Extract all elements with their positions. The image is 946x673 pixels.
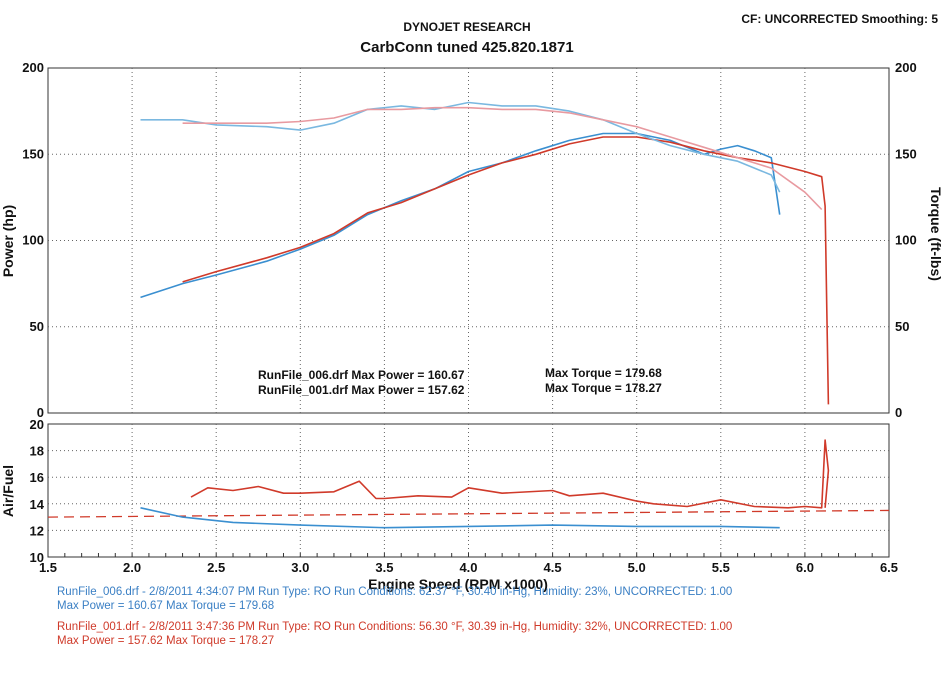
power-tick-label: 200 bbox=[22, 60, 44, 75]
torque-tick-label: 200 bbox=[895, 60, 917, 75]
run006-torque-line bbox=[140, 101, 781, 193]
summary-run006-torque: Max Torque = 179.68 bbox=[545, 366, 662, 380]
engine-speed-tick-label: 2.0 bbox=[123, 560, 141, 575]
grid-lines bbox=[48, 68, 889, 557]
footer-run006-max: Max Power = 160.67 Max Torque = 179.68 bbox=[57, 600, 275, 612]
power-tick-label: 150 bbox=[22, 146, 44, 161]
engine-speed-tick-label: 3.0 bbox=[291, 560, 309, 575]
summary-run001-power: RunFile_001.drf Max Power = 157.62 bbox=[258, 383, 465, 397]
air-fuel-tick-label: 16 bbox=[30, 470, 44, 485]
axis-ticks: 0 50 100 150 200 0 50 100 150 200 10 12 14 16 18 20 1.5 2… bbox=[22, 60, 916, 575]
power-tick-label: 0 bbox=[37, 405, 44, 420]
footer-run001-max: Max Power = 157.62 Max Torque = 178.27 bbox=[57, 635, 275, 647]
engine-speed-tick-label: 6.0 bbox=[796, 560, 814, 575]
engine-speed-tick-label: 2.5 bbox=[207, 560, 225, 575]
torque-tick-label: 100 bbox=[895, 233, 917, 248]
power-tick-label: 100 bbox=[22, 233, 44, 248]
torque-tick-label: 150 bbox=[895, 146, 917, 161]
air-fuel-tick-label: 18 bbox=[30, 444, 44, 459]
engine-speed-tick-label: 5.0 bbox=[628, 560, 646, 575]
footer-run001: RunFile_001.drf - 2/8/2011 3:47:36 PM Ru… bbox=[57, 620, 732, 648]
company-name: DYNOJET RESEARCH bbox=[403, 20, 530, 34]
engine-speed-tick-label: 5.5 bbox=[712, 560, 730, 575]
engine-speed-tick-label: 4.5 bbox=[544, 560, 562, 575]
engine-speed-axis-label: Engine Speed (RPM x1000) bbox=[368, 576, 548, 592]
engine-speed-tick-label: 1.5 bbox=[39, 560, 57, 575]
air-fuel-tick-label: 20 bbox=[30, 417, 44, 432]
engine-speed-tick-label: 4.0 bbox=[459, 560, 477, 575]
footer-run001-conditions: RunFile_001.drf - 2/8/2011 3:47:36 PM Ru… bbox=[57, 621, 733, 633]
air-fuel-axis-label: Air/Fuel bbox=[0, 465, 16, 517]
air-fuel-tick-label: 14 bbox=[30, 497, 45, 512]
engine-speed-tick-label: 3.5 bbox=[375, 560, 393, 575]
data-series bbox=[47, 101, 890, 529]
footer-run006-conditions: RunFile_006.drf - 2/8/2011 4:34:07 PM Ru… bbox=[57, 586, 733, 598]
air-fuel-tick-label: 12 bbox=[30, 523, 44, 538]
torque-axis-label: Torque (ft-lbs) bbox=[928, 187, 944, 281]
air-fuel-plot-frame bbox=[47, 423, 890, 558]
air-fuel-tick-label: 10 bbox=[30, 550, 44, 565]
correction-smoothing: CF: UNCORRECTED Smoothing: 5 bbox=[741, 12, 938, 26]
run001-power-line bbox=[182, 136, 830, 405]
run001-torque-line bbox=[182, 106, 823, 211]
run006-power-line bbox=[140, 132, 781, 299]
torque-tick-label: 50 bbox=[895, 319, 909, 334]
power-axis-label: Power (hp) bbox=[0, 205, 16, 277]
summary-run001-torque: Max Torque = 178.27 bbox=[545, 381, 662, 395]
chart-title: CarbConn tuned 425.820.1871 bbox=[360, 39, 573, 56]
footer-run006: RunFile_006.drf - 2/8/2011 4:34:07 PM Ru… bbox=[57, 585, 732, 613]
run006-afr-line bbox=[140, 507, 780, 529]
engine-speed-tick-label: 6.5 bbox=[880, 560, 898, 575]
run001-afr-line bbox=[190, 439, 830, 509]
summary-run006-power: RunFile_006.drf Max Power = 160.67 bbox=[258, 368, 465, 382]
torque-tick-label: 0 bbox=[895, 405, 902, 420]
power-tick-label: 50 bbox=[30, 319, 44, 334]
afr-reference-line bbox=[47, 509, 890, 518]
